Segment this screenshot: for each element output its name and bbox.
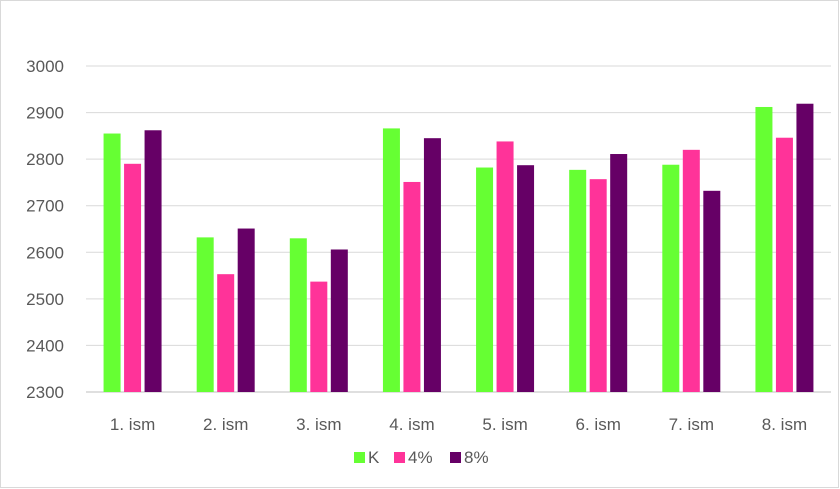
y-tick-label: 2900 [26,104,64,123]
legend: K 4% 8% [354,448,489,467]
bar-8%-7ism [703,190,721,392]
legend-swatch [450,452,461,463]
bar-4%-8ism [775,137,793,392]
bar-K-8ism [755,106,773,393]
y-tick-label: 2800 [26,150,64,169]
bar-4%-6ism [589,179,607,392]
bar-4%-2ism [217,274,235,392]
y-tick-label: 3000 [26,57,64,76]
x-tick-label: 4. ism [389,415,434,434]
legend-label: 8% [464,448,489,467]
y-tick-label: 2400 [26,336,64,355]
legend-label: 4% [408,448,433,467]
bar-4%-3ism [310,281,328,392]
x-tick-label: 5. ism [482,415,527,434]
bar-8%-4ism [423,138,441,392]
bar-4%-7ism [682,149,700,392]
legend-swatch [354,452,365,463]
bar-K-4ism [382,128,400,393]
x-axis-ticks: 1. ism 2. ism 3. ism 4. ism 5. ism 6. ism 7. i… [110,415,807,434]
bar-8%-1ism [144,130,162,393]
x-tick-label: 1. ism [110,415,155,434]
legend-label: K [368,448,380,467]
y-tick-label: 2300 [26,383,64,402]
y-tick-label: 2500 [26,290,64,309]
bar-8%-3ism [330,249,348,392]
y-tick-label: 2600 [26,243,64,262]
bar-8%-8ism [796,103,814,393]
bar-4%-5ism [496,141,514,392]
bars [103,103,814,393]
bar-8%-5ism [517,165,535,392]
bar-K-6ism [569,169,587,392]
bar-K-2ism [196,237,214,392]
x-tick-label: 6. ism [576,415,621,434]
x-tick-label: 7. ism [669,415,714,434]
x-tick-label: 2. ism [203,415,248,434]
x-tick-label: 8. ism [762,415,807,434]
bar-8%-6ism [610,154,628,392]
bar-K-7ism [662,164,680,392]
legend-swatch [394,452,405,463]
bar-K-5ism [476,167,494,392]
bar-K-1ism [103,133,121,392]
bar-4%-1ism [124,163,142,392]
y-axis-ticks: 2300 2400 2500 2600 2700 2800 2900 3000 [26,57,64,402]
bar-K-3ism [289,238,307,392]
bar-4%-4ism [403,181,421,392]
y-tick-label: 2700 [26,197,64,216]
bar-8%-2ism [237,228,255,392]
x-tick-label: 3. ism [296,415,341,434]
